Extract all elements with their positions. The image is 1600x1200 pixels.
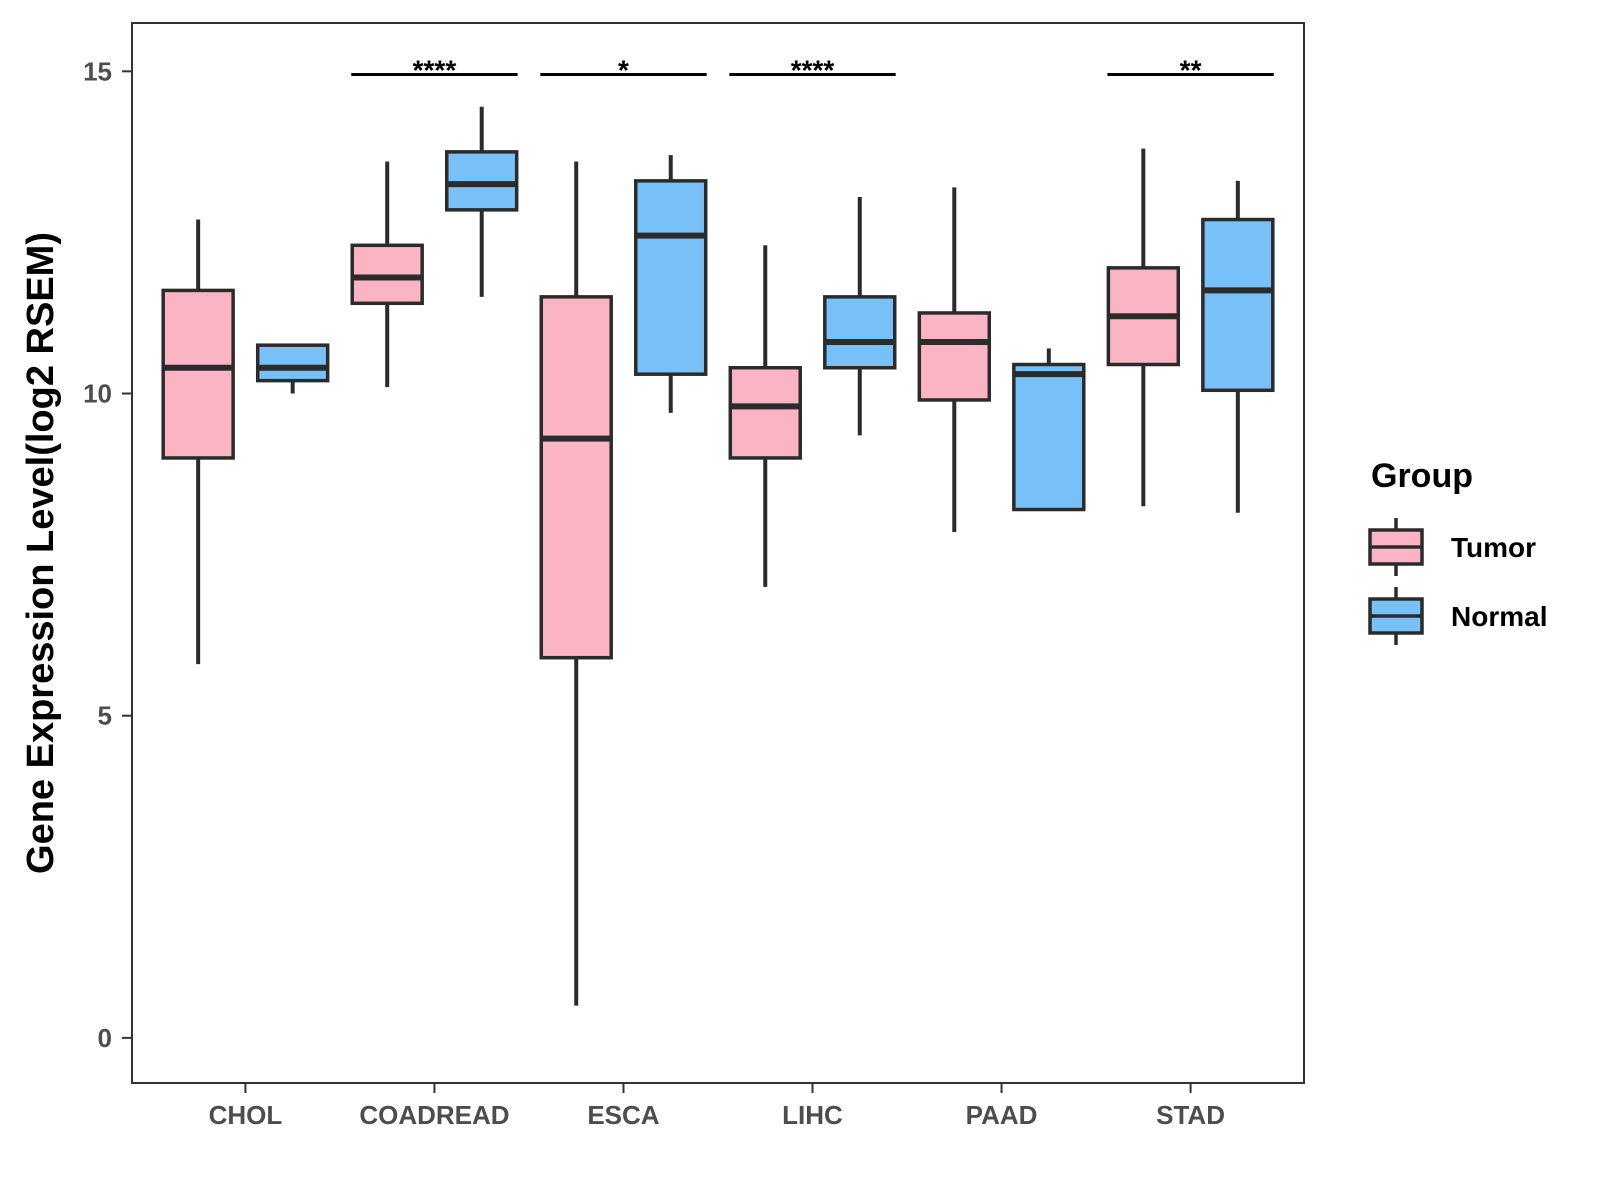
box-normal-esca [634, 155, 708, 413]
y-tick-label: 0 [98, 1023, 112, 1053]
box-tumor-chol [161, 219, 235, 665]
box-normal-paad [1012, 348, 1086, 512]
y-tick-label: 10 [83, 379, 112, 409]
y-tick-label: 15 [83, 56, 112, 86]
box-normal-chol [255, 343, 330, 394]
box-iqr [161, 288, 235, 460]
box-iqr [444, 150, 519, 212]
box-tumor-paad [917, 187, 992, 533]
significance-layer: **** * **** ** [351, 55, 1274, 86]
significance-label-lihc: **** [791, 55, 835, 86]
box-normal-coadread [444, 106, 519, 297]
box-layer [161, 106, 1275, 1006]
legend-label-tumor: Tumor [1451, 532, 1536, 563]
box-iqr [917, 311, 992, 402]
significance-label-stad: ** [1180, 55, 1202, 86]
box-iqr [634, 179, 708, 376]
box-iqr [1201, 217, 1275, 393]
box-iqr [255, 343, 330, 383]
x-axis: CHOL COADREAD ESCA LIHC PAAD STAD [209, 1083, 1225, 1130]
legend-title: Group [1371, 457, 1473, 495]
box-tumor-esca [539, 161, 613, 1006]
significance-label-esca: * [618, 55, 629, 86]
box-tumor-stad [1106, 148, 1181, 507]
box-iqr [539, 295, 613, 660]
box-iqr [350, 243, 424, 306]
y-axis-title: Gene Expression Level(log2 RSEM) [20, 232, 62, 874]
box-iqr [728, 365, 802, 460]
x-tick-label-coadread: COADREAD [359, 1100, 509, 1130]
x-tick-label-lihc: LIHC [782, 1100, 843, 1130]
box-tumor-coadread [350, 161, 424, 388]
x-tick-label-paad: PAAD [966, 1100, 1038, 1130]
box-tumor-lihc [728, 245, 802, 587]
y-axis: 0 5 10 15 [83, 56, 132, 1053]
legend: Group Tumor Normal [1368, 457, 1547, 645]
box-iqr [823, 295, 897, 370]
plot-panel-border [131, 22, 1305, 1084]
legend-label-normal: Normal [1451, 601, 1547, 632]
box-normal-lihc [823, 196, 897, 436]
box-iqr [1012, 362, 1086, 512]
y-tick-label: 5 [98, 701, 112, 731]
x-tick-label-esca: ESCA [587, 1100, 659, 1130]
box-normal-stad [1201, 180, 1275, 513]
significance-label-coadread: **** [413, 55, 457, 86]
x-tick-label-chol: CHOL [209, 1100, 283, 1130]
x-tick-label-stad: STAD [1156, 1100, 1225, 1130]
